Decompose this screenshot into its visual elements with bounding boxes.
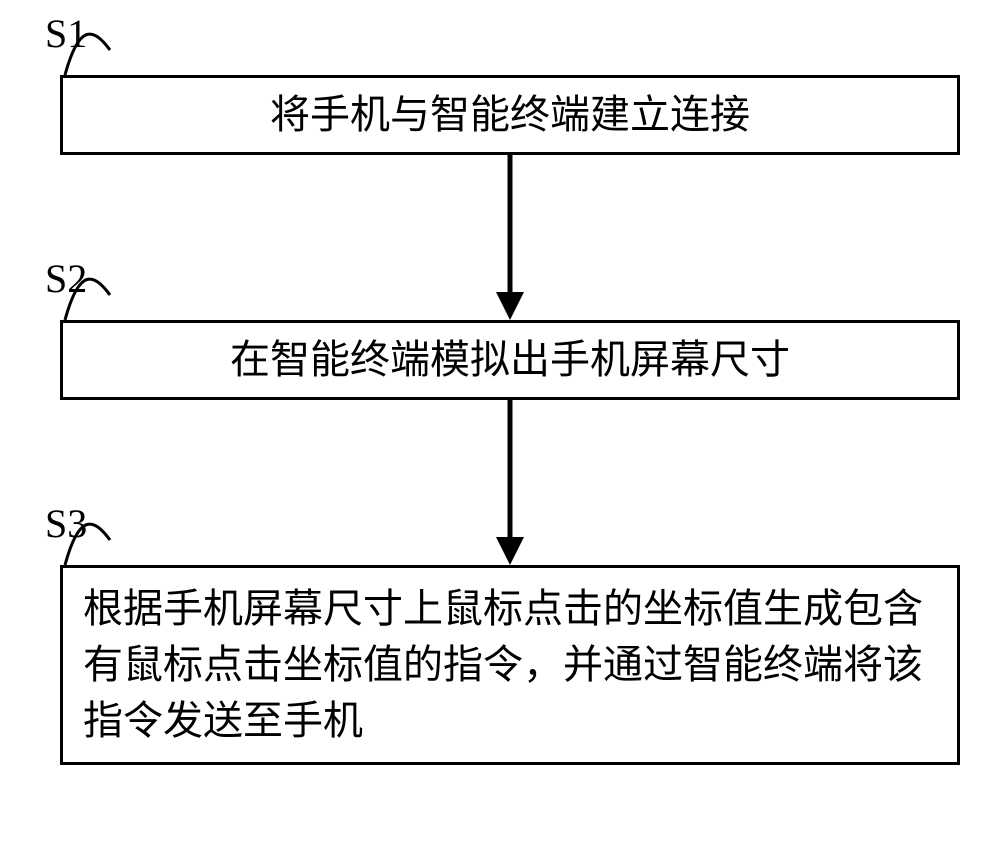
- step-text-s2: 在智能终端模拟出手机屏幕尺寸: [230, 332, 790, 388]
- step-box-s3: 根据手机屏幕尺寸上鼠标点击的坐标值生成包含有鼠标点击坐标值的指令，并通过智能终端…: [60, 565, 960, 765]
- connector-s3-path: [65, 524, 110, 565]
- step-text-s3: 根据手机屏幕尺寸上鼠标点击的坐标值生成包含有鼠标点击坐标值的指令，并通过智能终端…: [83, 581, 937, 749]
- arrow-s2-s3: [480, 400, 540, 570]
- arrow-s1-s2-head: [496, 292, 524, 320]
- arrow-s2-s3-head: [496, 537, 524, 565]
- flowchart-canvas: S1 将手机与智能终端建立连接 S2 在智能终端模拟出手机屏幕尺寸 S3 根据手…: [0, 0, 1000, 845]
- step-text-s1: 将手机与智能终端建立连接: [270, 87, 750, 143]
- arrow-s1-s2: [480, 155, 540, 325]
